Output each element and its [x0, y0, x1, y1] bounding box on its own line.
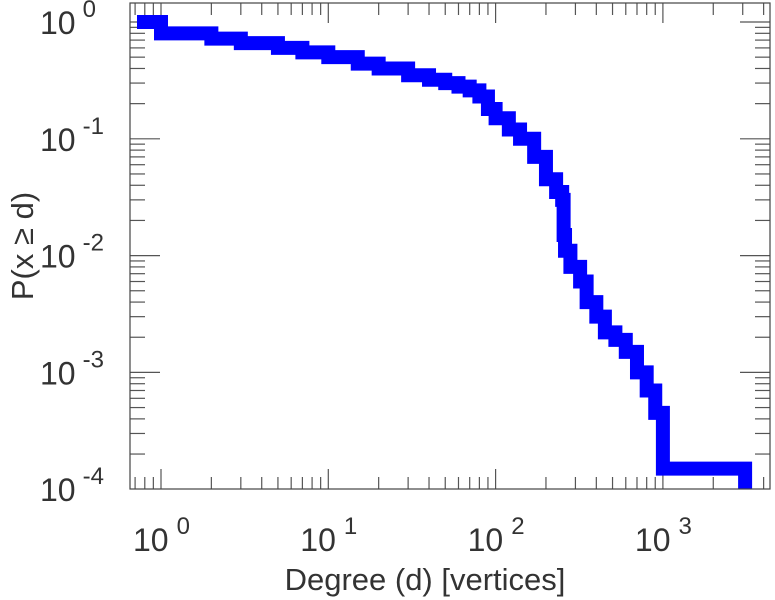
y-tick-label: 10 -3 — [40, 346, 104, 391]
y-axis-label: P(x ≥ d) — [5, 192, 40, 300]
series-ccdf-line — [137, 15, 753, 489]
x-tick-label: 10 0 — [133, 513, 190, 558]
x-tick-labels: 10 0 10 1 10 2 10 3 — [133, 513, 692, 558]
y-tick-label: 10 -4 — [40, 463, 104, 508]
y-tick-label: 10 -1 — [40, 113, 104, 158]
plot-frame — [129, 2, 771, 490]
x-axis-label: Degree (d) [vertices] — [285, 562, 566, 597]
x-tick-label: 10 2 — [468, 513, 525, 558]
y-tick-label: 10 -2 — [40, 230, 104, 275]
x-tick-label: 10 3 — [635, 513, 692, 558]
y-tick-label: 10 0 — [40, 0, 96, 41]
x-tick-label: 10 1 — [300, 513, 357, 558]
